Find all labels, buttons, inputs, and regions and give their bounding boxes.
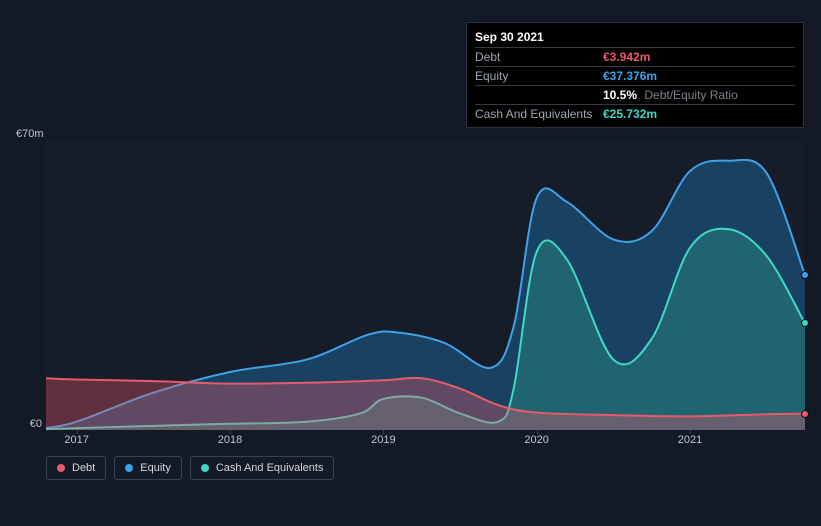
chart-legend: Debt Equity Cash And Equivalents [46, 456, 334, 480]
tooltip-date: Sep 30 2021 [475, 27, 795, 47]
legend-dot-icon [125, 464, 133, 472]
legend-item-equity[interactable]: Equity [114, 456, 182, 480]
tooltip-row-value: €25.732m [603, 107, 657, 121]
tooltip-row-label: Debt [475, 50, 603, 64]
tooltip-row-label: Cash And Equivalents [475, 107, 603, 121]
x-axis-label: 2019 [371, 434, 395, 446]
legend-item-debt[interactable]: Debt [46, 456, 106, 480]
tooltip-row-value: €3.942m [603, 50, 650, 64]
tooltip-row: 10.5% Debt/Equity Ratio [475, 85, 795, 104]
tooltip-row: Equity€37.376m [475, 66, 795, 85]
chart-tooltip: Sep 30 2021 Debt€3.942mEquity€37.376m10.… [466, 22, 804, 128]
debt-equity-chart: €70m €0 2017 2018 2019 2020 2021 Debt Equity Ca… [16, 120, 805, 474]
legend-dot-icon [201, 464, 209, 472]
x-axis-label: 2021 [678, 434, 702, 446]
legend-item-cash-and-equivalents[interactable]: Cash And Equivalents [190, 456, 335, 480]
tooltip-row-label [475, 88, 603, 102]
legend-dot-icon [57, 464, 65, 472]
chart-plot-area [46, 140, 805, 430]
x-axis-label: 2020 [524, 434, 548, 446]
x-axis-label: 2018 [218, 434, 242, 446]
y-axis-label: €70m [16, 128, 42, 140]
legend-label: Equity [140, 462, 171, 474]
tooltip-row: Debt€3.942m [475, 47, 795, 66]
series-end-dot-cash-and-equivalents [801, 319, 809, 327]
tooltip-ratio: 10.5% Debt/Equity Ratio [603, 88, 738, 102]
y-axis-label: €0 [16, 418, 42, 430]
tooltip-row-label: Equity [475, 69, 603, 83]
x-axis-label: 2017 [64, 434, 88, 446]
series-end-dot-debt [801, 410, 809, 418]
series-end-dot-equity [801, 271, 809, 279]
legend-label: Debt [72, 462, 95, 474]
tooltip-row-value: €37.376m [603, 69, 657, 83]
x-axis: 2017 2018 2019 2020 2021 [46, 434, 805, 450]
legend-label: Cash And Equivalents [216, 462, 324, 474]
